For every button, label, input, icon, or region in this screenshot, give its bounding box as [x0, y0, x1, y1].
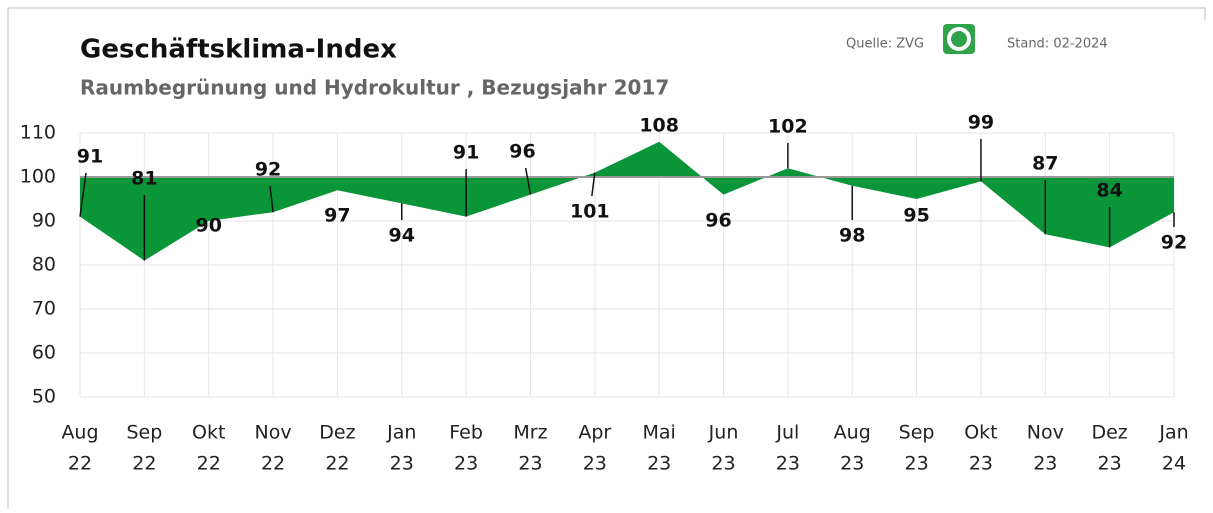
data-label: 92 — [1161, 232, 1187, 254]
data-label: 92 — [255, 159, 281, 181]
data-label: 108 — [639, 115, 679, 137]
data-label: 96 — [705, 210, 731, 232]
x-tick-label: Jul — [775, 422, 799, 444]
data-label: 95 — [903, 205, 929, 227]
x-tick-label: Mrz — [513, 422, 547, 444]
x-tick-label: 24 — [1162, 453, 1186, 475]
chart-title: Geschäftsklima-Index — [80, 35, 397, 65]
y-tick-label: 70 — [32, 298, 56, 320]
x-tick-label: 22 — [132, 453, 156, 475]
x-tick-label: 23 — [647, 453, 671, 475]
x-tick-label: Okt — [192, 422, 225, 444]
x-tick-label: Jan — [1158, 422, 1188, 444]
y-tick-label: 100 — [20, 166, 56, 188]
x-tick-label: 23 — [776, 453, 800, 475]
x-tick-label: 23 — [840, 453, 864, 475]
x-tick-label: 23 — [390, 453, 414, 475]
x-tick-label: 22 — [325, 453, 349, 475]
x-tick-label: Sep — [899, 422, 935, 444]
data-label: 84 — [1096, 180, 1122, 202]
y-tick-label: 110 — [20, 122, 56, 144]
area — [80, 141, 1174, 261]
x-tick-label: 23 — [454, 453, 478, 475]
x-tick-label: 23 — [583, 453, 607, 475]
x-tick-label: Apr — [578, 422, 611, 444]
source: Quelle: ZVG — [846, 37, 924, 52]
y-tick-label: 90 — [32, 210, 56, 232]
x-tick-label: Sep — [126, 422, 162, 444]
data-label: 81 — [131, 168, 157, 190]
data-label: 91 — [453, 142, 479, 164]
data-label: 102 — [768, 116, 808, 138]
x-tick-label: 23 — [518, 453, 542, 475]
x-tick-label: 23 — [904, 453, 928, 475]
x-tick-label: 23 — [711, 453, 735, 475]
y-tick-label: 50 — [32, 386, 56, 408]
date: Stand: 02-2024 — [1007, 37, 1108, 52]
x-tick-label: Aug — [834, 422, 871, 444]
x-tick-label: 22 — [261, 453, 285, 475]
frame — [7, 7, 1206, 509]
x-tick-label: 23 — [969, 453, 993, 475]
data-label: 94 — [389, 225, 415, 247]
y-tick-label: 60 — [32, 342, 56, 364]
x-tick-label: 23 — [1033, 453, 1057, 475]
data-label: 101 — [570, 201, 610, 223]
data-label: 87 — [1032, 153, 1058, 175]
x-tick-label: Jun — [708, 422, 739, 444]
y-tick-label: 80 — [32, 254, 56, 276]
leader-line — [79, 172, 87, 217]
x-tick-label: 23 — [1098, 453, 1122, 475]
data-label: 97 — [324, 205, 350, 227]
data-label: 96 — [509, 141, 535, 163]
x-tick-label: Nov — [255, 422, 292, 444]
data-label: 99 — [968, 112, 994, 134]
x-tick-label: 22 — [197, 453, 221, 475]
x-tick-label: Mai — [643, 422, 676, 444]
x-tick-label: Dez — [1091, 422, 1127, 444]
x-tick-label: Jan — [386, 422, 416, 444]
chart-subtitle: Raumbegrünung und Hydrokultur , Bezugsja… — [80, 76, 669, 100]
leader-line — [591, 172, 596, 197]
logo — [943, 24, 975, 54]
data-label: 90 — [195, 215, 221, 237]
x-tick-label: Feb — [449, 422, 483, 444]
x-tick-label: 22 — [68, 453, 92, 475]
x-tick-label: Dez — [319, 422, 355, 444]
leader-line — [524, 167, 532, 195]
x-tick-label: Nov — [1027, 422, 1064, 444]
data-label: 91 — [77, 146, 103, 168]
x-tick-label: Aug — [61, 422, 98, 444]
x-tick-label: Okt — [964, 422, 997, 444]
leader-line — [269, 185, 274, 213]
data-label: 98 — [839, 225, 865, 247]
